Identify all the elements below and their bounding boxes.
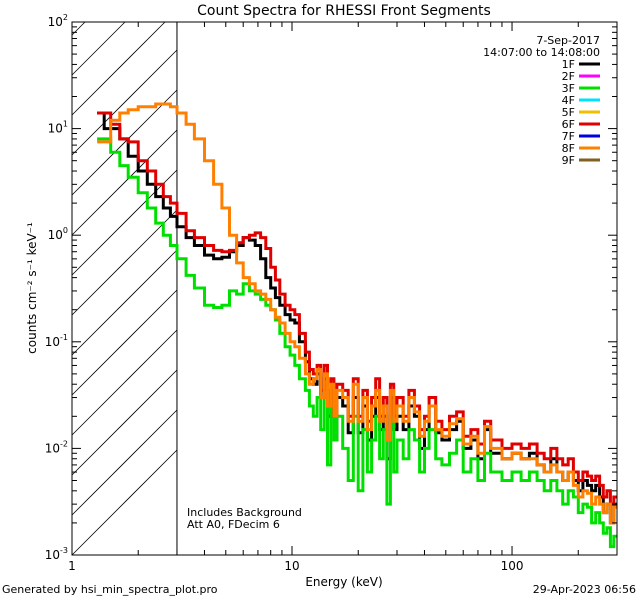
hatch-line [71,21,126,76]
hatch-line [71,249,178,356]
y-tick-label: 100 [48,226,68,242]
y-tick-label: 10-3 [45,546,68,562]
legend-label-6F: 6F [562,118,575,131]
legend-label-9F: 9F [562,154,575,167]
series-line-8F [97,102,617,525]
hatch-line [71,21,166,116]
series-line-3F [97,137,617,549]
y-tick-label: 10-2 [45,439,68,455]
y-axis-ticks: 10-3 10-2 10-1 100 101 102 [45,13,617,562]
plot-frame [71,21,618,556]
y-tick-label: 101 [48,120,68,136]
hatch-line [71,49,178,156]
y-axis-label: counts cm⁻² s⁻¹ keV⁻¹ [25,222,39,354]
hatch-line [71,329,178,436]
series-group [97,102,617,549]
hatch-line [71,369,178,476]
x-tick-label: 100 [501,559,524,573]
date-label: 7-Sep-2017 [536,34,600,47]
x-axis-label: Energy (keV) [305,575,382,589]
y-tick-label: 10-1 [45,333,68,349]
time-range-label: 14:07:00 to 14:08:00 [483,46,600,59]
chart-title: Count Spectra for RHESSI Front Segments [197,3,491,19]
hatch-line [71,409,178,516]
hatch-line [71,89,178,196]
hatch-line [71,21,86,36]
x-tick-label: 10 [284,559,299,573]
hatch-line [71,129,178,236]
hatch-line [71,169,178,276]
generated-by-label: Generated by hsi_min_spectra_plot.pro [2,583,218,596]
legend-label-1F: 1F [562,58,575,71]
x-tick-label: 1 [68,559,76,573]
legend-label-2F: 2F [562,70,575,83]
hatch-line [71,289,178,396]
legend-label-5F: 5F [562,106,575,119]
legend-label-8F: 8F [562,142,575,155]
hatched-region [71,21,178,556]
legend-label-4F: 4F [562,94,575,107]
hatch-line [71,449,178,556]
legend-label-7F: 7F [562,130,575,143]
timestamp-label: 29-Apr-2023 06:56 [532,583,636,596]
y-tick-label: 102 [48,13,68,29]
annotation-background: Includes Background [187,506,302,519]
hatch-line [71,209,178,316]
legend-label-3F: 3F [562,82,575,95]
x-axis-ticks: 1 10 100 [68,22,618,573]
annotation-attenuator: Att A0, FDecim 6 [187,518,280,531]
